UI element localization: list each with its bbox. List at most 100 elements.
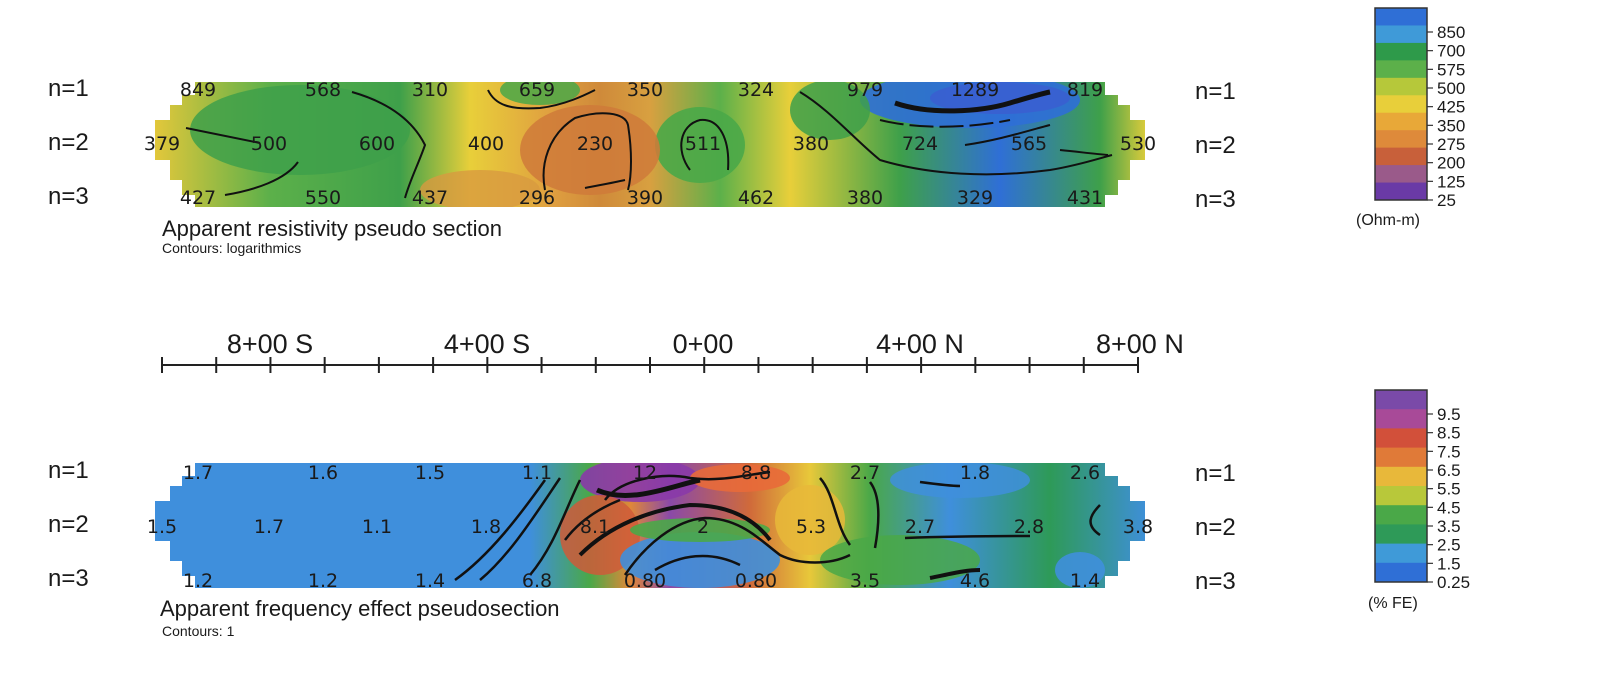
resistivity-value: 511 <box>685 133 721 155</box>
resistivity-value: 500 <box>251 133 287 155</box>
axis-tick-label: 8+00 N <box>1096 329 1184 359</box>
resistivity-panel <box>155 82 1145 207</box>
fe-value: 1.8 <box>960 462 990 484</box>
fe-subtitle: Contours: 1 <box>162 623 235 639</box>
colorbar-swatch <box>1375 8 1427 26</box>
resistivity-value: 550 <box>305 187 341 209</box>
fe-value: 4.6 <box>960 570 990 592</box>
resistivity-value: 324 <box>738 79 774 101</box>
resistivity-unit: (Ohm-m) <box>1356 212 1420 229</box>
fe-value: 1.2 <box>308 570 338 592</box>
colorbar-tick-label: 425 <box>1437 98 1465 117</box>
colorbar-swatch <box>1375 466 1427 487</box>
resistivity-values: 849 568 310 659 350 324 979 1289 819 379 500 600 400… <box>144 79 1156 209</box>
colorbar-swatch <box>1375 562 1427 583</box>
resistivity-value: 568 <box>305 79 341 101</box>
resistivity-value: 849 <box>180 79 216 101</box>
fe-value: 12 <box>633 462 657 484</box>
row-label: n=2 <box>48 511 89 538</box>
fe-value: 1.4 <box>415 570 445 592</box>
colorbar-tick-label: 500 <box>1437 79 1465 98</box>
resistivity-value: 230 <box>577 133 613 155</box>
fe-value: 2.7 <box>850 462 880 484</box>
colorbar-tick-label: 700 <box>1437 42 1465 61</box>
colorbar-tick-label: 5.5 <box>1437 480 1461 499</box>
fe-value: 1.2 <box>183 570 213 592</box>
colorbar-tick-label: 25 <box>1437 191 1456 210</box>
axis-tick-label: 8+00 S <box>227 329 313 359</box>
colorbar-tick-label: 8.5 <box>1437 424 1461 443</box>
axis-tick-label: 4+00 N <box>876 329 964 359</box>
resistivity-value: 431 <box>1067 187 1103 209</box>
fe-value: 1.7 <box>254 516 284 538</box>
colorbar-tick-label: 4.5 <box>1437 498 1461 517</box>
row-label: n=3 <box>1195 568 1236 595</box>
colorbar-tick-label: 6.5 <box>1437 461 1461 480</box>
fe-unit: (% FE) <box>1368 595 1418 612</box>
fe-value: 8.1 <box>580 516 610 538</box>
resistivity-value: 380 <box>793 133 829 155</box>
colorbar-frame <box>1374 389 1428 583</box>
fe-value: 5.3 <box>796 516 826 538</box>
fe-value: 1.4 <box>1070 570 1100 592</box>
colorbar-tick-label: 850 <box>1437 23 1465 42</box>
colorbar-swatch <box>1375 130 1427 149</box>
fe-value: 8.8 <box>741 462 771 484</box>
row-labels: n=1 n=1 n=2 n=2 n=3 n=3 n=1 n=1 n=2 n=2 n=3 n=3 <box>48 75 1236 595</box>
resistivity-value: 380 <box>847 187 883 209</box>
colorbar-swatch <box>1375 524 1427 545</box>
row-label: n=1 <box>48 75 89 102</box>
colorbar-swatch <box>1375 390 1427 410</box>
resistivity-value: 310 <box>412 79 448 101</box>
fe-value: 2.8 <box>1014 516 1044 538</box>
resistivity-value: 600 <box>359 133 395 155</box>
row-label: n=1 <box>1195 460 1236 487</box>
row-label: n=1 <box>1195 78 1236 105</box>
colorbar-tick-label: 350 <box>1437 116 1465 135</box>
fe-value: 0.80 <box>735 570 777 592</box>
colorbar-swatch <box>1375 505 1427 525</box>
colorbar-tick-label: 0.25 <box>1437 573 1470 592</box>
resistivity-value: 1289 <box>951 79 999 101</box>
colorbar-tick-label: 125 <box>1437 172 1465 191</box>
colorbar-swatch <box>1375 182 1427 201</box>
colorbar-tick-label: 2.5 <box>1437 536 1461 555</box>
fe-values: 1.7 1.6 1.5 1.1 12 8.8 2.7 1.8 2.6 1.5 1.7 1.1 1.8 8.… <box>147 462 1153 592</box>
fe-value: 1.5 <box>147 516 177 538</box>
resistivity-value: 329 <box>957 187 993 209</box>
colorbar-swatch <box>1375 77 1427 96</box>
fe-value: 1.1 <box>522 462 552 484</box>
fe-value: 2 <box>697 516 709 538</box>
colorbar-tick-label: 200 <box>1437 154 1465 173</box>
colorbar-tick-label: 275 <box>1437 135 1465 154</box>
fe-value: 1.8 <box>471 516 501 538</box>
axis-tick-label: 0+00 <box>673 329 734 359</box>
fe-value: 0.80 <box>624 570 666 592</box>
resistivity-value: 296 <box>519 187 555 209</box>
resistivity-value: 379 <box>144 133 180 155</box>
row-label: n=2 <box>48 129 89 156</box>
row-label: n=1 <box>48 457 89 484</box>
fe-value: 1.1 <box>362 516 392 538</box>
colorbar-swatch <box>1375 95 1427 114</box>
fe-value: 2.7 <box>905 516 935 538</box>
resistivity-subtitle: Contours: logarithmics <box>162 240 301 256</box>
colorbar-tick-label: 7.5 <box>1437 442 1461 461</box>
resistivity-value: 659 <box>519 79 555 101</box>
axis-tick-label: 4+00 S <box>444 329 530 359</box>
resistivity-value: 819 <box>1067 79 1103 101</box>
colorbar-tick-label: 9.5 <box>1437 405 1461 424</box>
resistivity-value: 979 <box>847 79 883 101</box>
colorbar-swatch <box>1375 428 1427 449</box>
resistivity-title: Apparent resistivity pseudo section <box>162 216 502 241</box>
colorbar-swatch <box>1375 486 1427 506</box>
colorbar-swatch <box>1375 447 1427 468</box>
resistivity-value: 462 <box>738 187 774 209</box>
colorbar-swatch <box>1375 42 1427 61</box>
row-label: n=3 <box>48 565 89 592</box>
fe-value: 6.8 <box>522 570 552 592</box>
fe-value: 3.5 <box>850 570 880 592</box>
fe-panel <box>155 463 1145 588</box>
colorbar-swatch <box>1375 409 1427 429</box>
